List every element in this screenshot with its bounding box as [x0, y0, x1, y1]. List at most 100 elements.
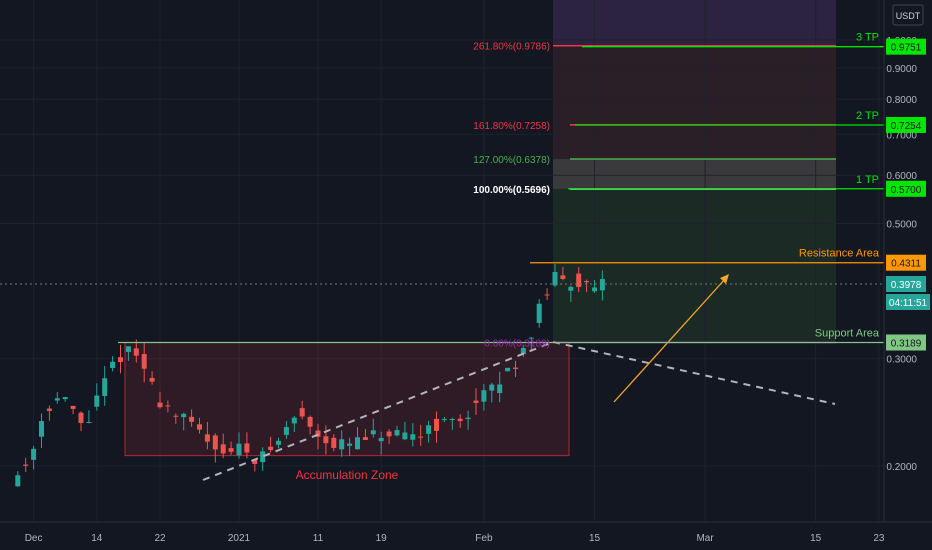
trend-line-up [202, 341, 554, 481]
candle-body [268, 446, 274, 451]
current-price-tag-bg [886, 275, 926, 292]
candle-body [197, 424, 202, 430]
candle-body [276, 440, 281, 445]
time-tick-label: 19 [376, 533, 388, 544]
candle-body [441, 419, 447, 421]
candle-body [544, 294, 550, 296]
candle-body [370, 430, 376, 435]
candle-body [15, 475, 21, 487]
time-tick-label: 23 [873, 533, 885, 544]
candle-body [434, 418, 439, 431]
level-price-tag-bg [886, 254, 926, 271]
candle-body [568, 286, 574, 291]
time-tick-label: 22 [154, 533, 166, 544]
candle-body [489, 384, 495, 391]
candle-body [402, 432, 408, 440]
candle-body [592, 287, 597, 292]
candle-body [497, 384, 503, 394]
level-price-tag: 0.9751 [891, 43, 922, 54]
candle-body [386, 431, 392, 437]
fib-label: 161.80%(0.7258) [473, 121, 550, 132]
price-tick-label: 0.6000 [886, 171, 917, 182]
candle-body [560, 275, 566, 279]
price-tick-label: 0.5000 [886, 219, 917, 230]
candle-body [394, 430, 400, 436]
candle-body [102, 378, 108, 396]
time-tick-label: 2021 [228, 533, 251, 544]
fib-label: 0.00%(0.3189) [484, 339, 550, 350]
candle-body [513, 367, 518, 369]
level-price-tag-bg [886, 180, 926, 197]
candle-body [252, 459, 258, 464]
candle-body [220, 444, 226, 454]
candle-body [70, 405, 76, 409]
candle-body [110, 361, 116, 369]
time-tick-label: 15 [810, 533, 822, 544]
level-name: 2 TP [856, 110, 879, 122]
fib-zone-base [553, 188, 836, 343]
price-tick-label: 0.8000 [886, 95, 917, 106]
candle-body [355, 437, 360, 450]
candle-body [426, 425, 432, 434]
candle-body [133, 348, 139, 356]
candle-body [473, 400, 479, 403]
candle-body [362, 437, 368, 440]
level-name: 1 TP [856, 174, 879, 186]
price-tick-label: 0.9000 [886, 64, 917, 75]
candle-body [323, 436, 329, 444]
candle-body [457, 418, 463, 422]
zones [124, 341, 570, 457]
candle-body [118, 357, 123, 362]
candle-body [260, 451, 266, 463]
candle-body [576, 273, 582, 288]
candle-body [149, 377, 155, 382]
candle-body [173, 415, 179, 417]
accumulation-zone-box [124, 341, 570, 457]
candle-body [62, 397, 68, 400]
candle-body [418, 436, 424, 438]
current-price-tag: 0.3978 [891, 280, 922, 291]
level-name: Support Area [815, 328, 880, 340]
candle-body [54, 398, 60, 401]
candle-body [584, 281, 590, 283]
fib-zone-127 [553, 159, 836, 189]
candle-body [244, 443, 250, 453]
projection-arrow-shaft [613, 277, 727, 403]
accumulation-zone-label: Accumulation Zone [296, 468, 399, 482]
projection-arrow-head [720, 274, 729, 284]
candle-body [307, 416, 313, 427]
time-tick-label: Mar [696, 533, 714, 544]
level-price-tag: 0.7254 [891, 121, 922, 132]
candle-body [378, 437, 384, 442]
price-tick-label: 0.7000 [886, 130, 917, 141]
level-price-tag: 0.3189 [891, 339, 922, 350]
time-tick-label: 14 [91, 533, 103, 544]
level-price-tag: 0.4311 [891, 259, 921, 270]
candle-body [449, 418, 455, 421]
candle-body [331, 437, 337, 448]
level-price-tag-bg [886, 334, 926, 351]
currency-label: USDT [896, 11, 921, 21]
candle-body [94, 395, 100, 407]
candle-body [165, 405, 171, 407]
price-tick-label: 0.2000 [886, 462, 917, 473]
candle-body [291, 417, 297, 424]
candle-body [339, 439, 345, 450]
grid [0, 0, 884, 522]
candle-body [46, 408, 52, 411]
trend-line-down [552, 341, 836, 405]
time-tick-label: Dec [25, 533, 43, 544]
fib-zones [553, 0, 836, 343]
candle-body [189, 416, 195, 422]
candle-body [125, 346, 131, 352]
level-price-tag: 0.5700 [891, 185, 922, 196]
candle-body [599, 278, 605, 291]
time-tick-label: Feb [475, 533, 493, 544]
fib-zone-top [553, 0, 836, 47]
fib-label: 261.80%(0.9786) [473, 42, 550, 53]
currency-badge [892, 4, 924, 26]
fib-zone-extension [553, 45, 836, 160]
level-name: 3 TP [856, 32, 879, 44]
